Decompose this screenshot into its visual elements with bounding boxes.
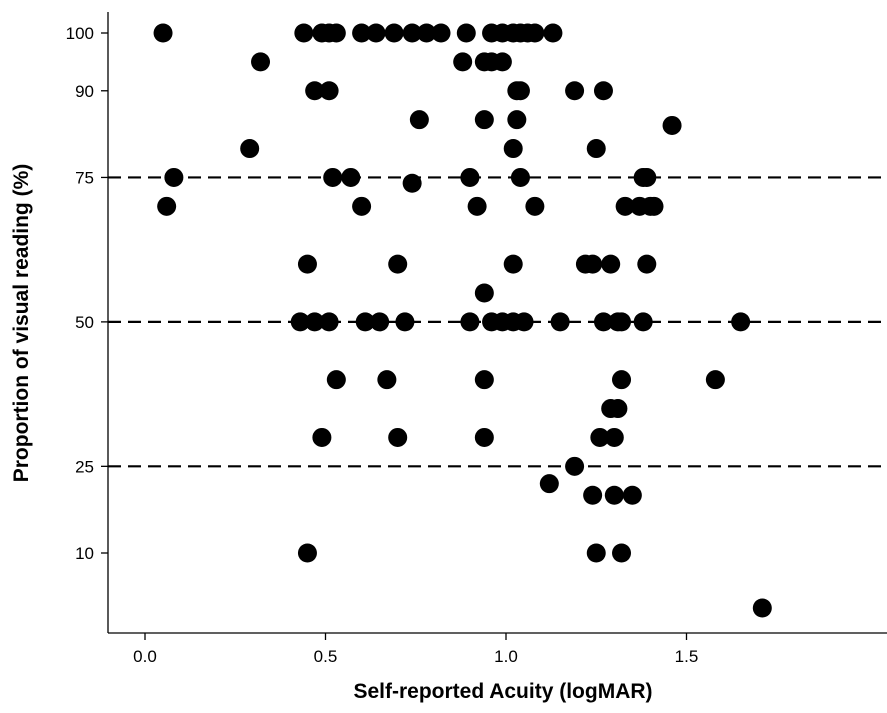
data-point xyxy=(402,23,422,43)
y-axis-title: Proportion of visual reading (%) xyxy=(10,164,33,483)
y-tick-label: 75 xyxy=(75,168,94,187)
x-tick-label: 1.0 xyxy=(494,647,518,666)
data-point xyxy=(593,81,613,101)
y-tick-label: 25 xyxy=(75,457,94,476)
data-point xyxy=(352,23,372,43)
data-point xyxy=(510,81,530,101)
data-point xyxy=(550,312,570,332)
data-point xyxy=(326,370,346,390)
data-point xyxy=(453,52,473,72)
data-point xyxy=(395,312,415,332)
data-point xyxy=(312,427,332,447)
y-tick-label: 50 xyxy=(75,313,94,332)
data-point xyxy=(586,139,606,159)
data-point xyxy=(615,196,635,216)
data-point xyxy=(366,23,386,43)
data-point xyxy=(297,543,317,563)
data-point xyxy=(633,312,653,332)
data-point xyxy=(622,485,642,505)
data-point xyxy=(593,312,613,332)
y-axis-ticks: 10 25 50 75 90 100 xyxy=(66,24,108,563)
data-point xyxy=(565,456,585,476)
data-point xyxy=(731,312,751,332)
data-point xyxy=(644,196,664,216)
data-point xyxy=(503,254,523,274)
data-point xyxy=(601,254,621,274)
data-point xyxy=(525,23,545,43)
data-point xyxy=(467,196,487,216)
data-point xyxy=(251,52,271,72)
data-point xyxy=(705,370,725,390)
x-tick-label: 1.5 xyxy=(675,647,699,666)
data-point xyxy=(290,312,310,332)
data-point xyxy=(460,167,480,187)
data-point xyxy=(431,23,451,43)
data-point xyxy=(402,173,422,193)
data-point xyxy=(305,312,325,332)
data-point xyxy=(164,167,184,187)
data-point xyxy=(637,167,657,187)
data-point xyxy=(384,23,404,43)
data-point xyxy=(388,254,408,274)
data-point xyxy=(240,139,260,159)
data-point xyxy=(612,543,632,563)
data-point xyxy=(583,254,603,274)
data-point xyxy=(565,81,585,101)
data-point xyxy=(417,23,437,43)
data-point xyxy=(590,427,610,447)
data-point xyxy=(157,196,177,216)
data-point xyxy=(305,81,325,101)
data-point xyxy=(409,110,429,130)
data-point xyxy=(503,139,523,159)
data-point xyxy=(583,485,603,505)
data-point xyxy=(608,399,628,419)
data-point xyxy=(377,370,397,390)
data-point xyxy=(492,52,512,72)
x-tick-label: 0.5 xyxy=(314,647,338,666)
data-point xyxy=(510,167,530,187)
data-point xyxy=(637,254,657,274)
data-point xyxy=(662,115,682,135)
data-point xyxy=(352,196,372,216)
data-point xyxy=(514,312,534,332)
data-point xyxy=(474,427,494,447)
data-points xyxy=(153,23,772,618)
data-point xyxy=(604,485,624,505)
y-tick-label: 90 xyxy=(75,82,94,101)
data-point xyxy=(370,312,390,332)
data-point xyxy=(586,543,606,563)
data-point xyxy=(388,427,408,447)
data-point xyxy=(323,167,343,187)
data-point xyxy=(752,598,772,618)
data-point xyxy=(507,110,527,130)
data-point xyxy=(612,312,632,332)
data-point xyxy=(319,81,339,101)
data-point xyxy=(525,196,545,216)
data-point xyxy=(460,312,480,332)
data-point xyxy=(474,110,494,130)
y-tick-label: 100 xyxy=(66,24,94,43)
data-point xyxy=(604,427,624,447)
x-tick-label: 0.0 xyxy=(133,647,157,666)
data-point xyxy=(319,312,339,332)
data-point xyxy=(612,370,632,390)
data-point xyxy=(341,167,361,187)
data-point xyxy=(153,23,173,43)
x-axis-ticks: 0.0 0.5 1.0 1.5 xyxy=(133,633,698,666)
data-point xyxy=(355,312,375,332)
data-point xyxy=(294,23,314,43)
data-point xyxy=(539,474,559,494)
data-point xyxy=(297,254,317,274)
x-axis-title: Self-reported Acuity (logMAR) xyxy=(353,680,652,703)
data-point xyxy=(474,283,494,303)
data-point xyxy=(543,23,563,43)
y-tick-label: 10 xyxy=(75,544,94,563)
data-point xyxy=(474,370,494,390)
data-point xyxy=(326,23,346,43)
data-point xyxy=(456,23,476,43)
